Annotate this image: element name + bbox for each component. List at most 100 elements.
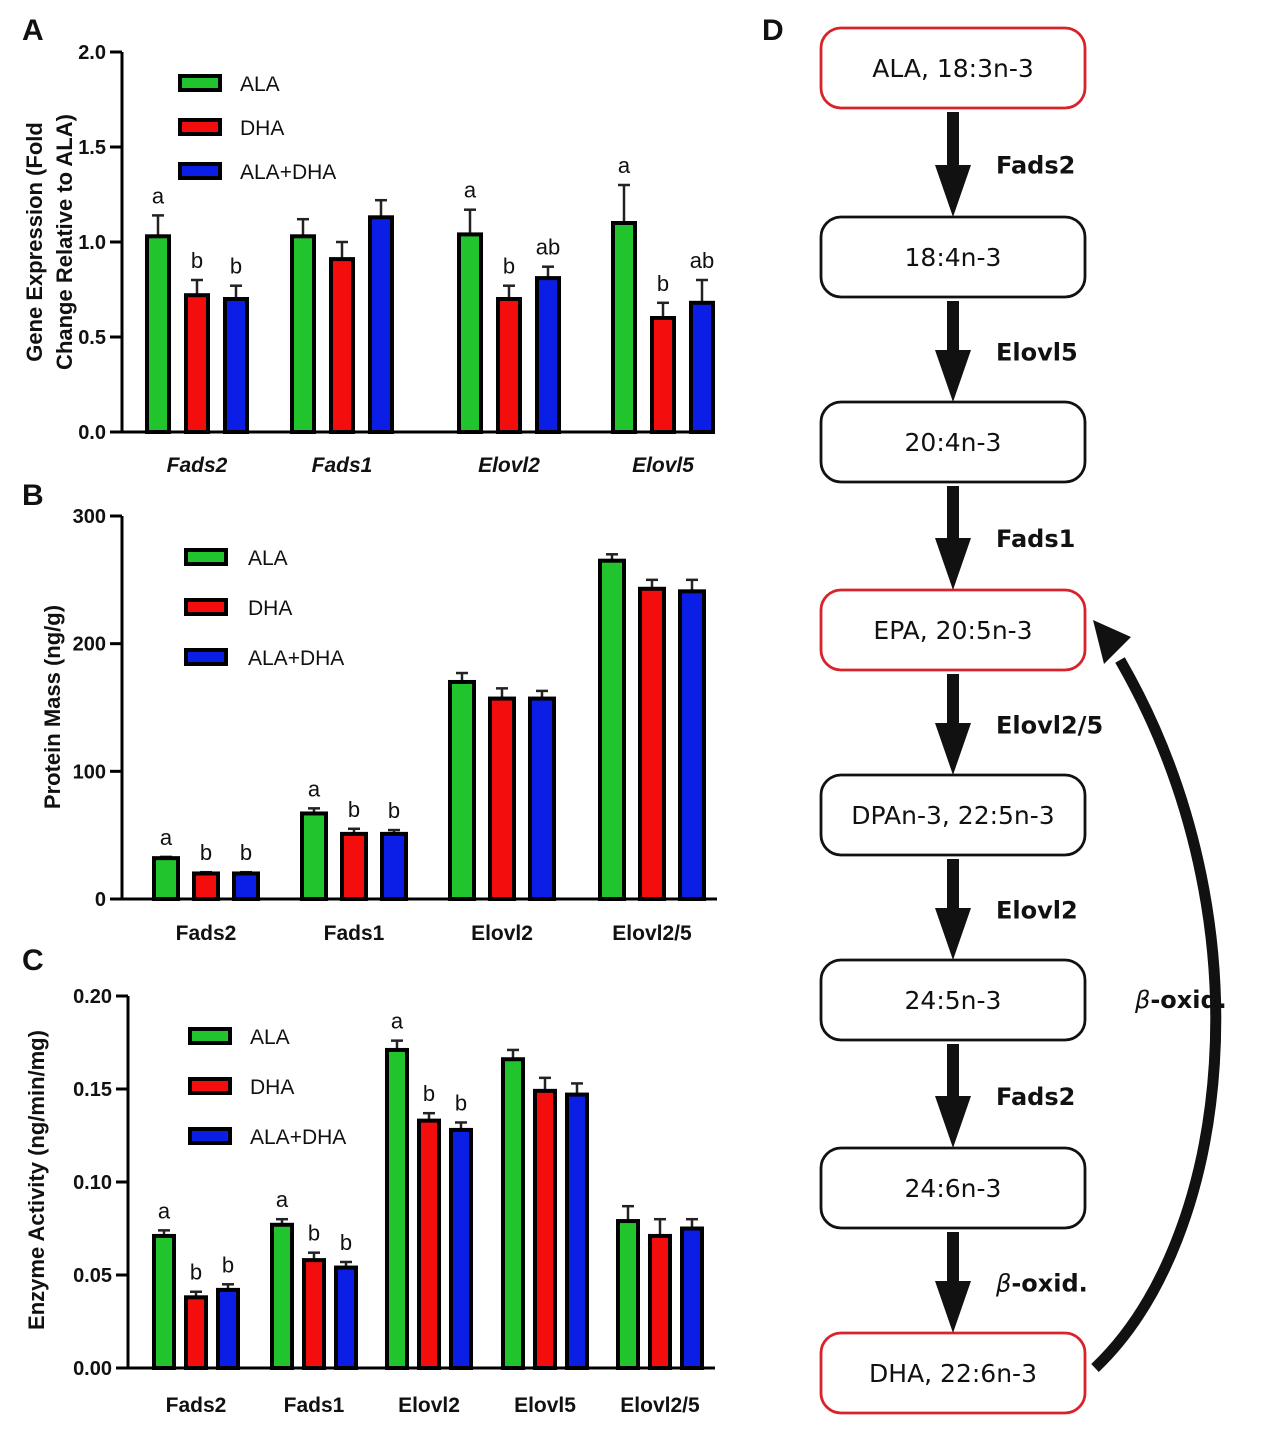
- legend-swatch-ala: [178, 74, 222, 92]
- node-label: DPAn-3, 22:5n-3: [851, 801, 1054, 830]
- x-tick-label: Elovl2/5: [620, 1394, 700, 1417]
- bar-elovl2-5-dha: [648, 1233, 672, 1370]
- pathway-node-24-6n-3: 24:6n-3: [819, 1146, 1087, 1230]
- node-label: 18:4n-3: [905, 243, 1002, 272]
- bar-fads2-ala: [145, 234, 171, 434]
- significance-label: a: [160, 825, 173, 850]
- bar-fads2-ala: [152, 856, 180, 901]
- node-label: DHA, 22:6n-3: [869, 1359, 1037, 1388]
- significance-label: a: [158, 1198, 171, 1223]
- y-tick-label: 0: [95, 889, 106, 911]
- significance-label: a: [464, 178, 477, 203]
- node-label: 20:4n-3: [905, 428, 1002, 457]
- significance-label: b: [503, 254, 515, 279]
- beta-symbol: β: [1134, 986, 1150, 1014]
- significance-label: b: [190, 1260, 202, 1285]
- arrow-head: [935, 538, 971, 590]
- bar-fads1-ala: [300, 811, 328, 901]
- bar-elovl2-5-ala: [598, 558, 626, 902]
- legend-label-ala-dha: ALA+DHA: [240, 161, 336, 184]
- x-tick-label: Elovl2: [471, 922, 533, 945]
- panel-letter: C: [22, 944, 44, 977]
- x-tick-label: Elovl2: [478, 454, 540, 477]
- arrow-shaft: [947, 486, 959, 540]
- x-tick-label: Fads1: [284, 1394, 345, 1417]
- enzyme-name: Elovl2: [996, 897, 1078, 925]
- pathway-arrow-fads2: Fads2: [935, 112, 1075, 217]
- y-tick-label: 2.0: [78, 42, 106, 64]
- enzyme-label: Fads2: [996, 152, 1075, 180]
- bar-elovl2-ala: [448, 679, 476, 902]
- legend-label-dha: DHA: [240, 117, 284, 140]
- bar-fads1-ala-dha: [368, 215, 394, 434]
- bar-elovl2-5-dha: [638, 586, 666, 902]
- significance-label: a: [152, 183, 165, 208]
- significance-label: ab: [690, 248, 714, 273]
- bar-elovl2-dha: [488, 696, 516, 902]
- x-tick-label: Elovl5: [632, 454, 694, 477]
- pathway-arrow-fads1: Fads1: [935, 486, 1075, 590]
- arrow-head: [935, 1096, 971, 1148]
- significance-label: b: [308, 1221, 320, 1246]
- y-axis-label: Enzyme Activity (ng/min/mg): [24, 1030, 49, 1330]
- significance-label: b: [340, 1230, 352, 1255]
- enzyme-name: Elovl5: [996, 339, 1078, 367]
- significance-label: b: [222, 1252, 234, 1277]
- y-tick-label: 0.15: [73, 1079, 112, 1101]
- bar-fads2-ala-dha: [232, 871, 260, 902]
- curved-arrow-head: [1093, 620, 1131, 664]
- node-box: [819, 26, 1087, 110]
- bar-elovl5-ala: [611, 221, 637, 434]
- bar-elovl2-ala: [457, 232, 483, 434]
- arrow-shaft: [947, 112, 959, 167]
- arrow-head: [935, 165, 971, 217]
- enzyme-name: -oxid.: [1011, 1270, 1087, 1298]
- panel-b-protein-mass-chart: B 0 100 200 300 Protein Mass (ng/g) ALA DHA ALA+…: [22, 479, 717, 945]
- significance-label: b: [423, 1081, 435, 1106]
- legend-label-ala-dha: ALA+DHA: [248, 647, 344, 670]
- pathway-arrow-oxid: β-oxid.: [935, 1232, 1088, 1333]
- arrow-head: [935, 350, 971, 402]
- legend-label-ala: ALA: [240, 73, 280, 96]
- significance-label: ab: [536, 235, 560, 260]
- panel-a-gene-expression-chart: A 0.0 0.5 1.0 1.5 2.0 Gene Expression (Fold Cha…: [22, 14, 715, 477]
- arrow-shaft: [947, 301, 959, 352]
- node-label: EPA, 20:5n-3: [873, 616, 1032, 645]
- significance-label: a: [308, 776, 321, 801]
- bar-elovl5-dha: [650, 316, 676, 434]
- bar-fads1-ala-dha: [334, 1265, 358, 1371]
- enzyme-name: Fads2: [996, 1083, 1075, 1111]
- enzyme-label: Elovl2: [996, 897, 1078, 925]
- y-tick-label: 0.20: [73, 986, 112, 1008]
- significance-label: b: [200, 840, 212, 865]
- bar-elovl2-dha: [496, 297, 522, 434]
- pathway-node-18-4n-3: 18:4n-3: [819, 215, 1087, 299]
- legend-swatch-dha: [178, 118, 222, 136]
- legend-swatch-ala: [184, 548, 228, 566]
- y-tick-label: 300: [73, 506, 106, 528]
- significance-label: b: [240, 840, 252, 865]
- arrow-head: [935, 908, 971, 960]
- x-tick-label: Fads1: [312, 454, 373, 477]
- enzyme-name: Elovl2/5: [996, 712, 1103, 740]
- bar-fads2-ala: [152, 1233, 176, 1370]
- bar-fads2-dha: [192, 871, 220, 902]
- bar-fads1-ala-dha: [380, 831, 408, 902]
- arrow-shaft: [947, 1044, 959, 1098]
- enzyme-name: Fads1: [996, 525, 1075, 553]
- y-tick-label: 200: [73, 634, 106, 656]
- y-tick-label: 0.5: [78, 327, 106, 349]
- pathway-arrow-fads2: Fads2: [935, 1044, 1075, 1148]
- legend-label-ala: ALA: [250, 1026, 290, 1049]
- y-tick-label: 0.10: [73, 1172, 112, 1194]
- bar-elovl2-5-ala-dha: [678, 589, 706, 901]
- x-tick-label: Elovl5: [514, 1394, 576, 1417]
- enzyme-label: Fads1: [996, 525, 1075, 553]
- pathway-node-epa-20-5n-3: EPA, 20:5n-3: [819, 588, 1087, 672]
- legend-label-ala: ALA: [248, 547, 288, 570]
- arrow-shaft: [947, 859, 959, 910]
- bar-elovl2-dha: [417, 1118, 441, 1370]
- y-tick-label: 100: [73, 761, 106, 783]
- bar-elovl2-ala-dha: [449, 1127, 473, 1371]
